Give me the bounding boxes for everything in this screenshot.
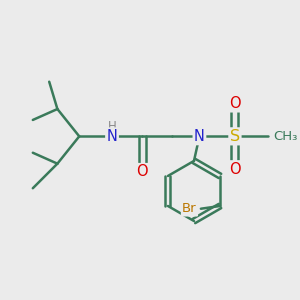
Text: N: N [194,129,205,144]
Text: O: O [229,96,241,111]
Text: O: O [136,164,148,179]
Text: O: O [229,162,241,177]
Text: H: H [108,120,116,133]
Text: S: S [230,129,240,144]
Text: N: N [106,129,118,144]
Text: CH₃: CH₃ [273,130,298,143]
Text: Br: Br [182,202,197,215]
